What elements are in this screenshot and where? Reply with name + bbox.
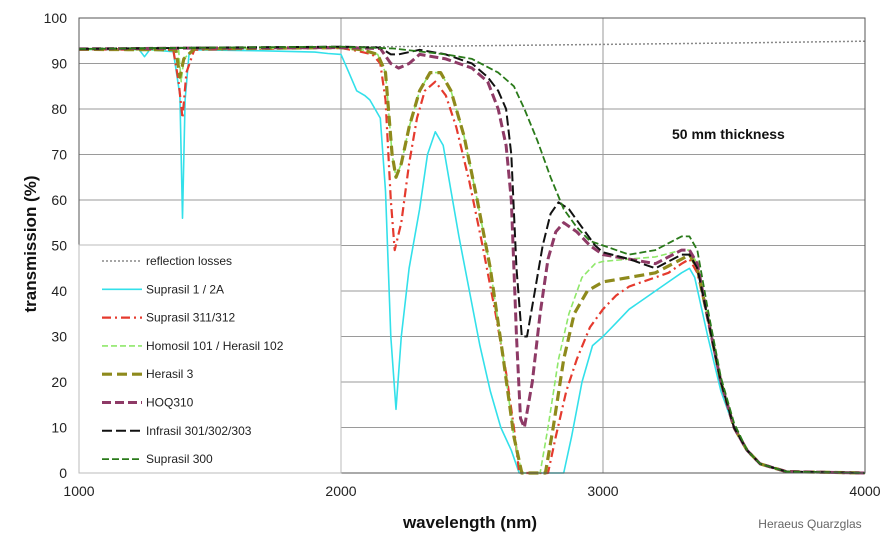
y-tick-label: 60: [51, 192, 67, 208]
series-group: [78, 40, 866, 475]
series-line-0: [78, 40, 866, 50]
y-axis-title: transmission (%): [21, 176, 40, 313]
legend-label-2: Suprasil 311/312: [146, 311, 236, 325]
legend-label-4: Herasil 3: [146, 367, 194, 381]
legend: reflection losses Suprasil 1 / 2A Suprasil…: [78, 244, 342, 474]
x-axis-title: wavelength (nm): [402, 513, 537, 532]
credit-text: Heraeus Quarzglas: [758, 517, 861, 531]
y-tick-label: 80: [51, 101, 67, 117]
series-line-6: [78, 45, 866, 474]
y-tick-label: 10: [51, 420, 67, 436]
legend-label-5: HOQ310: [146, 396, 194, 410]
x-tick-label: 2000: [325, 483, 356, 499]
y-tick-label: 70: [51, 147, 67, 163]
y-tick-label: 100: [44, 10, 68, 26]
legend-label-3: Homosil 101 / Herasil 102: [146, 339, 284, 353]
tick-labels: 0 10 20 30 40 50 60 70 80 90 100 1000 2000 3000 4000: [44, 10, 881, 499]
x-tick-label: 1000: [63, 483, 94, 499]
y-tick-label: 20: [51, 374, 67, 390]
legend-label-1: Suprasil 1 / 2A: [146, 282, 224, 296]
legend-box: [78, 244, 342, 474]
y-tick-label: 90: [51, 56, 67, 72]
legend-label-7: Suprasil 300: [146, 452, 213, 466]
y-tick-label: 40: [51, 283, 67, 299]
x-tick-label: 4000: [849, 483, 880, 499]
series-line-7: [78, 45, 866, 474]
legend-label-6: Infrasil 301/302/303: [146, 424, 252, 438]
series-line-4: [78, 46, 866, 475]
x-tick-label: 3000: [587, 483, 618, 499]
legend-label-0: reflection losses: [146, 254, 232, 268]
y-tick-label: 50: [51, 238, 67, 254]
thickness-annotation: 50 mm thickness: [672, 126, 785, 142]
y-tick-label: 30: [51, 329, 67, 345]
y-tick-label: 0: [59, 465, 67, 481]
